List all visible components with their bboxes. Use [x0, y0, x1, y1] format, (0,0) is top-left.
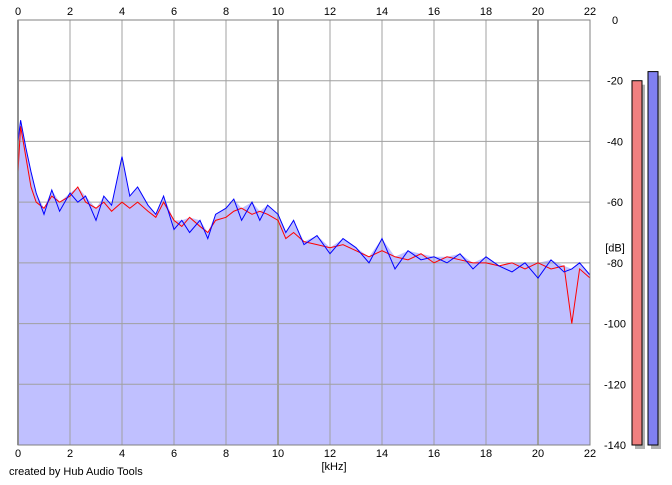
y-tick-label: -80 [607, 258, 623, 270]
y-tick-label: -140 [604, 440, 626, 452]
level-meter-1 [631, 80, 643, 446]
y-tick-label: -40 [607, 136, 623, 148]
x-tick-label-top: 6 [171, 6, 177, 18]
series-line-1 [17, 126, 591, 324]
x-tick-label-top: 12 [324, 6, 336, 18]
x-tick-label-bottom: 12 [324, 448, 336, 460]
x-tick-label-top: 4 [119, 6, 125, 18]
x-tick-label-bottom: 8 [223, 448, 229, 460]
y-tick-label: -100 [604, 319, 626, 331]
x-tick-label-top: 18 [480, 6, 492, 18]
plot-frame [17, 19, 591, 446]
y-axis-label: [dB] [605, 243, 625, 255]
y-tick-label: 0 [612, 15, 618, 27]
x-tick-label-bottom: 18 [480, 448, 492, 460]
x-tick-label-bottom: 16 [428, 448, 440, 460]
x-tick-label-bottom: 6 [171, 448, 177, 460]
x-tick-label-bottom: 0 [15, 448, 21, 460]
series-line-2 [17, 120, 591, 279]
x-tick-label-top: 2 [67, 6, 73, 18]
y-tick-label: -20 [607, 76, 623, 88]
x-tick-label-bottom: 10 [272, 448, 284, 460]
x-tick-label-top: 20 [532, 6, 544, 18]
x-tick-label-top: 8 [223, 6, 229, 18]
x-tick-label-bottom: 2 [67, 448, 73, 460]
y-tick-label: -120 [604, 379, 626, 391]
x-tick-label-top: 22 [584, 6, 596, 18]
y-tick-label: -60 [607, 197, 623, 209]
x-tick-label-bottom: 14 [376, 448, 388, 460]
x-tick-label-bottom: 22 [584, 448, 596, 460]
level-meter-2 [647, 71, 659, 446]
x-tick-label-top: 16 [428, 6, 440, 18]
x-tick-label-top: 0 [15, 6, 21, 18]
x-tick-label-bottom: 20 [532, 448, 544, 460]
credit-text: created by Hub Audio Tools [9, 466, 143, 478]
x-axis-label: [kHz] [321, 461, 346, 473]
x-tick-label-top: 14 [376, 6, 388, 18]
x-tick-label-top: 10 [272, 6, 284, 18]
x-tick-label-bottom: 4 [119, 448, 125, 460]
spectrum-fill [18, 120, 590, 445]
